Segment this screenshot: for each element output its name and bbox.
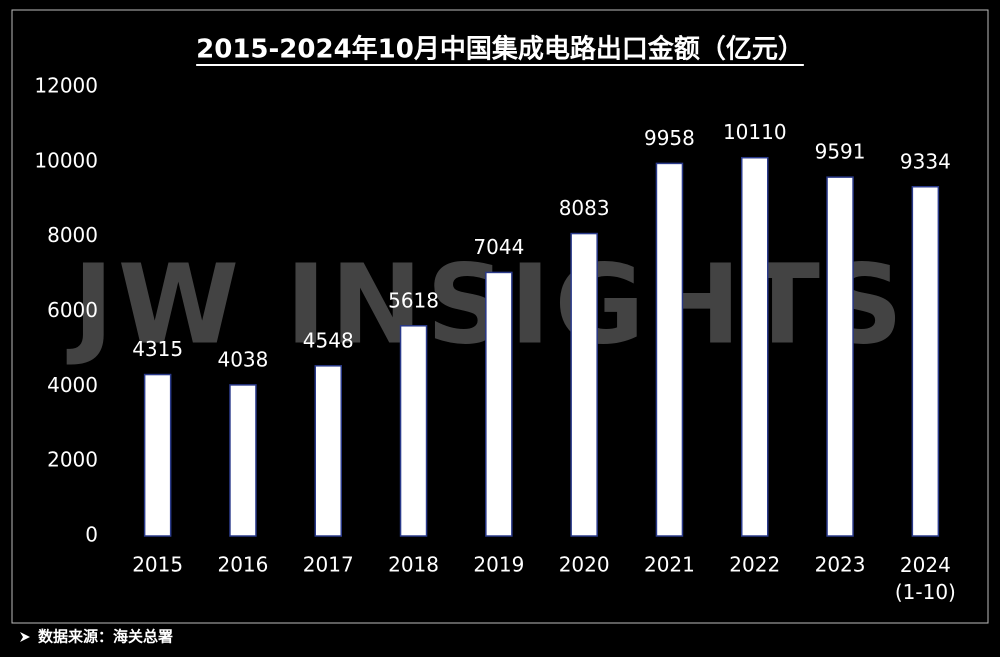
y-tick-label: 0 xyxy=(85,523,98,547)
x-tick-label: 2022 xyxy=(729,553,780,577)
data-label: 9334 xyxy=(900,149,951,173)
data-label: 7044 xyxy=(473,235,524,259)
x-tick-label: 2018 xyxy=(388,553,439,577)
x-tick-label: 2024 (1-10) xyxy=(895,553,956,604)
bar xyxy=(143,373,172,537)
bar xyxy=(655,162,684,537)
data-label: 9958 xyxy=(644,126,695,150)
bar xyxy=(741,156,769,537)
x-tick-label: 2015 xyxy=(132,553,183,577)
bar xyxy=(314,365,342,537)
x-tick-label: 2023 xyxy=(815,553,866,577)
data-label: 4548 xyxy=(303,328,354,352)
x-tick-label: 2021 xyxy=(644,553,695,577)
bar xyxy=(485,271,513,537)
y-tick-label: 10000 xyxy=(34,148,98,172)
data-label: 4315 xyxy=(132,337,183,361)
data-label: 5618 xyxy=(388,288,439,312)
x-tick-label: 2019 xyxy=(473,553,524,577)
data-label: 8083 xyxy=(559,196,610,220)
y-tick-label: 12000 xyxy=(34,74,98,98)
y-tick-label: 6000 xyxy=(47,298,98,322)
bar xyxy=(826,176,854,537)
source-note: 数据来源：海关总署 xyxy=(38,628,173,646)
y-tick-label: 2000 xyxy=(47,448,98,472)
bar xyxy=(399,325,428,537)
bar xyxy=(911,186,940,537)
data-label: 10110 xyxy=(723,120,787,144)
bar xyxy=(229,384,257,537)
x-tick-label: 2016 xyxy=(217,553,268,577)
data-label: 9591 xyxy=(815,140,866,164)
y-tick-label: 4000 xyxy=(47,373,98,397)
bar xyxy=(570,232,598,537)
x-tick-label: 2020 xyxy=(559,553,610,577)
chart-title: 2015-2024年10月中国集成电路出口金额（亿元） xyxy=(196,34,804,65)
data-label: 4038 xyxy=(217,347,268,371)
x-tick-label: 2017 xyxy=(303,553,354,577)
source-arrow xyxy=(20,632,30,642)
frame xyxy=(11,9,989,624)
y-tick-label: 8000 xyxy=(47,223,98,247)
